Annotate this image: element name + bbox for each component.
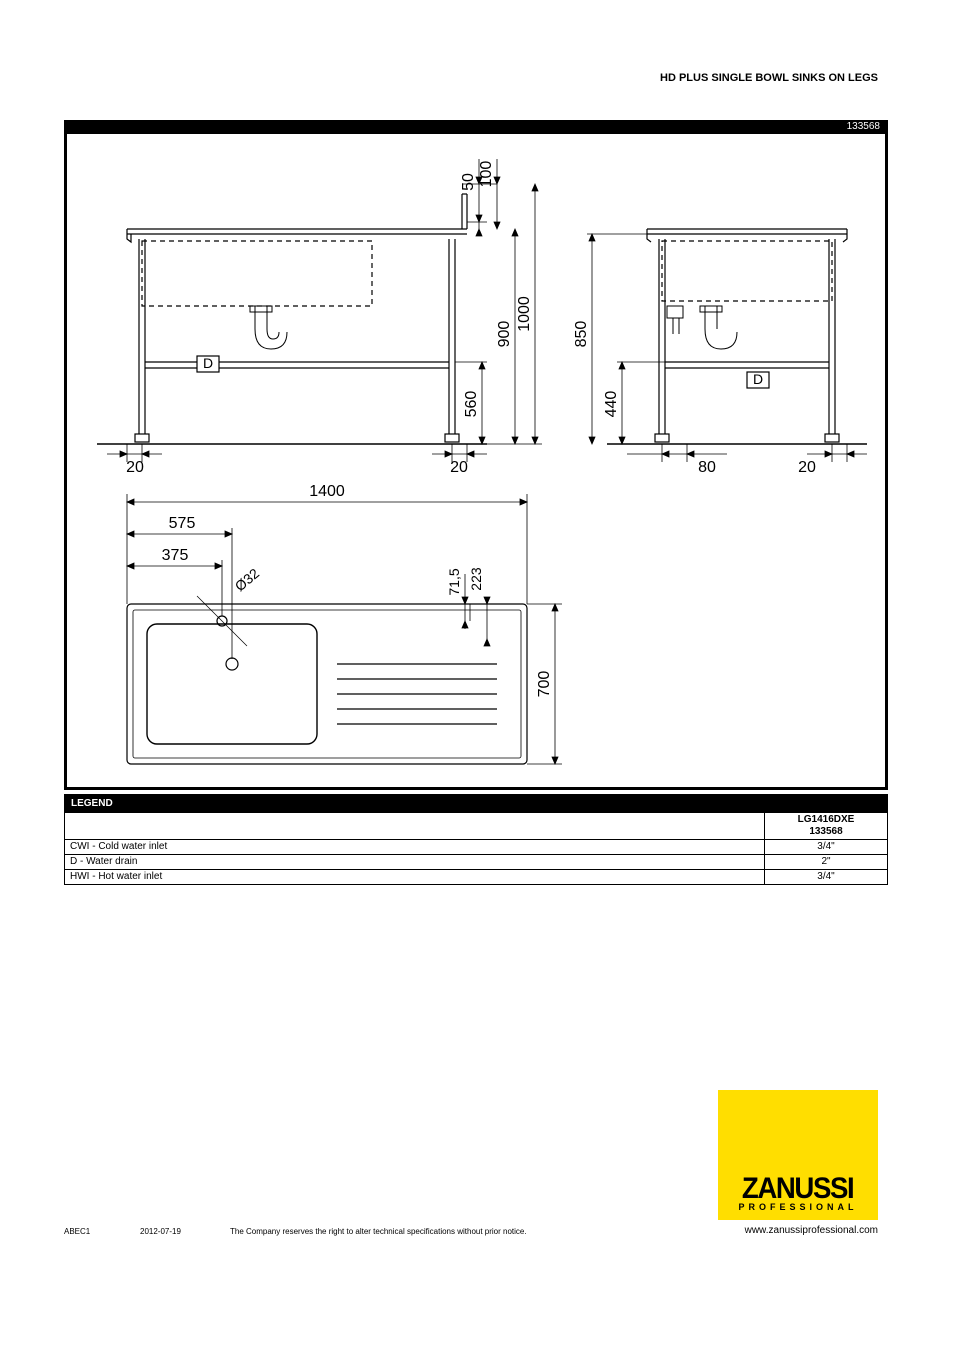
technical-diagram: D 50 100 900 1000: [64, 120, 888, 790]
side-view: D: [607, 229, 867, 444]
dim-100: 100: [478, 161, 495, 188]
dim-hole: Ø32: [232, 565, 263, 594]
dim-20-left: 20: [126, 459, 144, 476]
logo-url: www.zanussiprofessional.com: [745, 1225, 878, 1236]
logo-main: ZANUSSI: [742, 1175, 853, 1202]
dim-440: 440: [603, 391, 620, 418]
legend-label: HWI - Hot water inlet: [65, 870, 765, 885]
table-row: D - Water drain 2": [65, 855, 888, 870]
dim-71: 71,5: [446, 568, 462, 595]
legend-value: 3/4": [765, 840, 888, 855]
dim-575: 575: [169, 515, 196, 532]
legend-value: 2": [765, 855, 888, 870]
dim-1400: 1400: [309, 483, 345, 500]
page-title: HD PLUS SINGLE BOWL SINKS ON LEGS: [660, 72, 878, 84]
brand-logo: ZANUSSI PROFESSIONAL: [718, 1090, 878, 1220]
legend-label: CWI - Cold water inlet: [65, 840, 765, 855]
dim-375: 375: [162, 547, 189, 564]
front-view: D: [97, 194, 487, 444]
table-row: HWI - Hot water inlet 3/4": [65, 870, 888, 885]
legend-title: LEGEND: [64, 794, 888, 813]
legend-table: LG1416DXE133568 CWI - Cold water inlet 3…: [64, 813, 888, 885]
dim-700: 700: [536, 671, 553, 698]
table-row: CWI - Cold water inlet 3/4": [65, 840, 888, 855]
footer-code: ABEC1: [64, 1227, 90, 1236]
dim-560: 560: [463, 391, 480, 418]
legend-blank-header: [65, 813, 765, 840]
dim-1000: 1000: [516, 296, 533, 332]
footer-note: The Company reserves the right to alter …: [230, 1227, 527, 1236]
footer-date: 2012-07-19: [140, 1227, 181, 1236]
legend-value: 3/4": [765, 870, 888, 885]
legend-model-header: LG1416DXE133568: [765, 813, 888, 840]
legend-section: LEGEND LG1416DXE133568 CWI - Cold water …: [64, 794, 888, 885]
dim-900: 900: [496, 321, 513, 348]
side-drain-label: D: [753, 371, 763, 387]
dim-850: 850: [573, 321, 590, 348]
top-view: [127, 596, 527, 764]
dim-50: 50: [460, 173, 477, 191]
dim-223: 223: [468, 567, 484, 591]
legend-label: D - Water drain: [65, 855, 765, 870]
dim-20-side: 20: [798, 459, 816, 476]
dim-20-right: 20: [450, 459, 468, 476]
diagram-code: 133568: [847, 121, 880, 132]
dim-80: 80: [698, 459, 716, 476]
diagram-svg: D 50 100 900 1000: [67, 134, 885, 787]
front-drain-label: D: [203, 355, 213, 371]
